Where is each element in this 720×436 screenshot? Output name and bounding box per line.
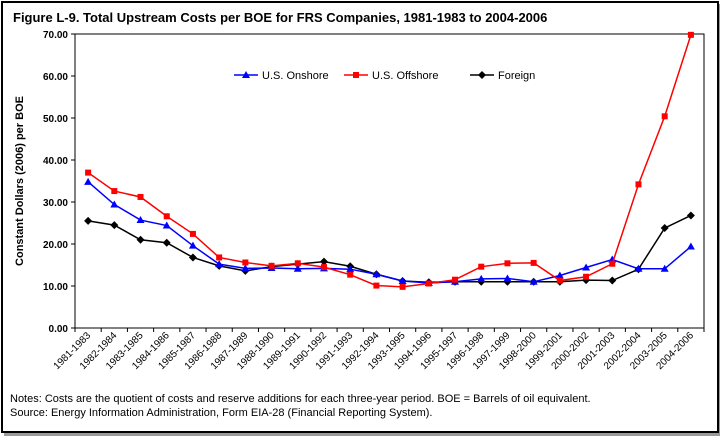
data-point-foreign <box>608 276 617 285</box>
data-point-u-s-offshore <box>294 260 301 267</box>
y-tick-label: 20.00 <box>43 240 68 251</box>
data-point-u-s-offshore <box>137 193 144 200</box>
data-point-u-s-offshore <box>216 254 223 261</box>
legend-label-u-s-onshore: U.S. Onshore <box>262 70 329 82</box>
data-point-u-s-offshore <box>504 260 511 267</box>
data-point-u-s-onshore <box>503 274 512 282</box>
data-point-u-s-onshore <box>293 264 302 272</box>
data-point-u-s-onshore <box>110 200 119 208</box>
y-tick-label: 10.00 <box>43 282 68 293</box>
data-point-u-s-offshore <box>320 264 327 271</box>
data-point-u-s-offshore <box>609 260 616 267</box>
data-point-u-s-offshore <box>530 259 537 266</box>
data-point-u-s-onshore <box>477 274 486 282</box>
y-tick-label: 30.00 <box>43 198 68 209</box>
y-tick-label: 70.00 <box>43 30 68 41</box>
y-tick-label: 40.00 <box>43 156 68 167</box>
data-point-u-s-onshore <box>686 242 695 250</box>
legend-marker-u-s-offshore <box>353 72 359 78</box>
data-point-u-s-offshore <box>189 230 196 237</box>
data-point-u-s-offshore <box>399 283 406 290</box>
data-point-foreign <box>660 224 669 233</box>
y-tick-label: 0.00 <box>49 324 69 335</box>
data-point-u-s-onshore <box>241 264 250 272</box>
data-point-u-s-offshore <box>347 271 354 278</box>
source-line: Source: Energy Information Administratio… <box>10 407 433 419</box>
data-point-foreign <box>188 253 197 262</box>
data-point-u-s-offshore <box>425 280 432 287</box>
data-point-u-s-onshore <box>398 276 407 284</box>
data-point-foreign <box>84 216 93 225</box>
data-point-foreign <box>319 257 328 266</box>
y-tick-label: 50.00 <box>43 114 68 125</box>
data-point-u-s-onshore <box>84 177 93 185</box>
data-point-u-s-offshore <box>268 262 275 269</box>
y-axis-label: Constant Dollars (2006) per BOE <box>14 96 26 266</box>
data-point-u-s-offshore <box>583 273 590 280</box>
data-point-u-s-offshore <box>373 282 380 289</box>
figure-title: Figure L-9. Total Upstream Costs per BOE… <box>13 10 548 25</box>
data-point-u-s-offshore <box>556 277 563 284</box>
data-point-u-s-onshore <box>372 270 381 278</box>
legend-label-u-s-offshore: U.S. Offshore <box>372 70 438 82</box>
data-point-u-s-onshore <box>555 271 564 279</box>
data-point-u-s-onshore <box>188 241 197 249</box>
data-point-u-s-onshore <box>634 264 643 272</box>
y-tick-label: 60.00 <box>43 72 68 83</box>
legend-marker-u-s-onshore <box>242 71 250 78</box>
data-point-u-s-onshore <box>136 216 145 224</box>
data-point-u-s-onshore <box>346 265 355 273</box>
series-line-u-s-onshore <box>87 181 692 284</box>
series-line-u-s-offshore <box>87 34 692 288</box>
data-point-u-s-offshore <box>635 181 642 188</box>
data-point-u-s-onshore <box>215 260 224 268</box>
data-point-u-s-onshore <box>582 263 591 271</box>
legend-marker-foreign <box>478 71 486 79</box>
series-line-foreign <box>87 214 692 283</box>
data-point-u-s-offshore <box>85 169 92 176</box>
data-point-u-s-offshore <box>111 188 118 195</box>
data-point-u-s-offshore <box>242 259 249 266</box>
data-point-foreign <box>686 211 695 220</box>
data-point-u-s-offshore <box>478 263 485 270</box>
data-point-u-s-offshore <box>452 276 459 283</box>
data-point-u-s-offshore <box>661 113 668 120</box>
data-point-u-s-offshore <box>163 213 170 220</box>
data-point-u-s-onshore <box>660 264 669 272</box>
figure-notes: Notes: Costs are the quotient of costs a… <box>10 392 591 420</box>
data-point-foreign <box>162 238 171 247</box>
data-point-u-s-offshore <box>687 31 694 38</box>
data-point-u-s-onshore <box>529 277 538 285</box>
data-point-foreign <box>110 221 119 230</box>
data-point-foreign <box>136 235 145 244</box>
notes-line: Notes: Costs are the quotient of costs a… <box>10 393 591 405</box>
data-point-u-s-onshore <box>162 221 171 229</box>
legend-label-foreign: Foreign <box>498 70 535 82</box>
